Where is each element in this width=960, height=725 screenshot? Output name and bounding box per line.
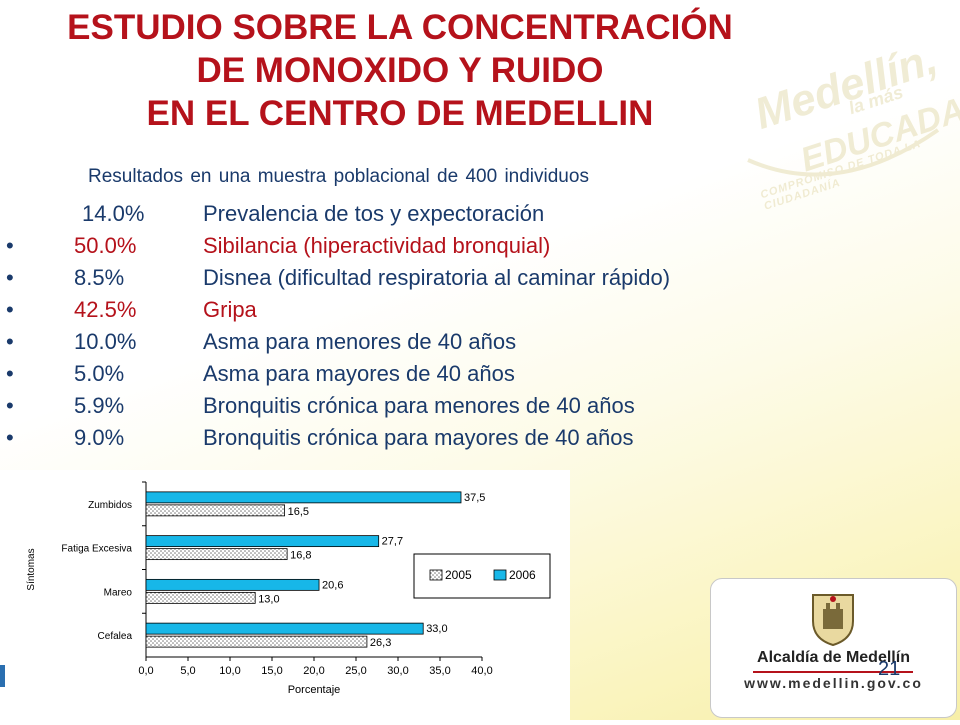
result-item: • 5.0% Asma para mayores de 40 años <box>0 358 900 390</box>
result-percentage: 10.0% <box>74 329 137 354</box>
result-percentage: 5.0% <box>74 361 125 386</box>
x-tick-label: 40,0 <box>471 665 492 677</box>
bullet: • <box>6 297 14 322</box>
legend-label-2006: 2006 <box>509 568 536 582</box>
x-tick-label: 10,0 <box>219 665 240 677</box>
result-item: • 8.5% Disnea (dificultad respiratoria a… <box>0 262 900 294</box>
page-number: 21 <box>878 658 901 680</box>
bar-2006 <box>145 535 380 548</box>
result-description: Prevalencia de tos y expectoración <box>203 201 545 226</box>
bar-value-label-2006: 37,5 <box>464 492 485 504</box>
category-label: Cefalea <box>98 631 133 642</box>
bullet: • <box>6 265 14 290</box>
legend-label-2005: 2005 <box>445 568 472 582</box>
x-tick-label: 35,0 <box>429 665 450 677</box>
bar-value-label-2005: 13,0 <box>258 593 279 605</box>
result-description: Asma para menores de 40 años <box>203 329 517 354</box>
bullet: • <box>6 329 14 354</box>
x-tick-label: 15,0 <box>261 665 282 677</box>
bar-2005 <box>145 635 368 648</box>
result-item: • 42.5% Gripa <box>0 294 900 326</box>
bar-2005 <box>145 591 256 604</box>
category-label: Fatiga Excesiva <box>61 544 132 555</box>
x-tick-label: 5,0 <box>180 665 195 677</box>
x-tick-label: 30,0 <box>387 665 408 677</box>
result-description: Bronquitis crónica para menores de 40 añ… <box>203 393 635 418</box>
bar-value-label-2006: 20,6 <box>322 579 343 591</box>
result-item: • 9.0% Bronquitis crónica para mayores d… <box>0 422 900 454</box>
title-line3: EN EL CENTRO DE MEDELLIN <box>146 94 654 133</box>
x-axis-title: Porcentaje <box>288 684 341 696</box>
left-accent-bar <box>0 665 5 687</box>
result-percentage: 42.5% <box>74 297 137 322</box>
bullet: • <box>6 233 14 258</box>
bar-value-label-2005: 26,3 <box>370 637 391 649</box>
bullet: • <box>6 361 14 386</box>
x-tick-label: 25,0 <box>345 665 366 677</box>
result-item: • 50.0% Sibilancia (hiperactividad bronq… <box>0 230 900 262</box>
bar-2005 <box>145 504 286 517</box>
bar-2005 <box>145 548 288 561</box>
watermark-line2: la más <box>846 81 906 119</box>
bar-value-label-2005: 16,5 <box>288 506 309 518</box>
logo-divider <box>753 671 913 673</box>
x-tick-label: 0,0 <box>138 665 153 677</box>
result-description: Gripa <box>203 297 257 322</box>
slide-title: ESTUDIO SOBRE LA CONCENTRACIÓN DE MONOXI… <box>0 6 800 135</box>
y-axis-title: Síntomas <box>26 548 37 590</box>
result-percentage: 5.9% <box>74 393 125 418</box>
bar-2006 <box>145 622 424 635</box>
coat-of-arms-icon <box>812 594 854 647</box>
title-line1: ESTUDIO SOBRE LA CONCENTRACIÓN <box>67 8 733 47</box>
title-line2: DE MONOXIDO Y RUIDO <box>196 51 604 90</box>
bar-value-label-2006: 33,0 <box>426 623 447 635</box>
symptoms-bar-chart: 0,0 5,0 10,0 15,0 20,0 25,0 30,0 35,0 40,0 Zumbid… <box>26 481 551 696</box>
result-percentage: 14.0% <box>82 201 145 226</box>
result-item: 14.0% Prevalencia de tos y expectoración <box>0 198 900 230</box>
bar-2006 <box>145 491 462 504</box>
logo-name: Alcaldía de Medellín <box>757 649 910 666</box>
result-percentage: 50.0% <box>74 233 137 258</box>
bullet: • <box>6 425 14 450</box>
legend-swatch-2006 <box>493 569 507 581</box>
symptoms-chart-panel: 0,0 5,0 10,0 15,0 20,0 25,0 30,0 35,0 40,0 Zumbid… <box>0 470 570 720</box>
category-label: Zumbidos <box>88 500 132 511</box>
bar-2006 <box>145 578 320 591</box>
result-item: • 5.9% Bronquitis crónica para menores d… <box>0 390 900 422</box>
result-description: Bronquitis crónica para mayores de 40 añ… <box>203 425 634 450</box>
legend-swatch-2005 <box>429 569 443 581</box>
bar-value-label-2005: 16,8 <box>290 550 311 562</box>
x-tick-label: 20,0 <box>303 665 324 677</box>
category-label: Mareo <box>104 587 133 598</box>
bullet: • <box>6 393 14 418</box>
result-description: Sibilancia (hiperactividad bronquial) <box>203 233 551 258</box>
slide-subtitle: Resultados en una muestra poblacional de… <box>88 166 589 187</box>
logo-url: www.medellin.gov.co <box>744 675 923 691</box>
bar-value-label-2006: 27,7 <box>382 536 403 548</box>
results-list: 14.0% Prevalencia de tos y expectoración… <box>0 198 900 454</box>
alcaldia-logo: Alcaldía de Medellín www.medellin.gov.co <box>710 578 957 718</box>
result-percentage: 8.5% <box>74 265 125 290</box>
result-description: Asma para mayores de 40 años <box>203 361 515 386</box>
result-description: Disnea (dificultad respiratoria al camin… <box>203 265 671 290</box>
result-item: • 10.0% Asma para menores de 40 años <box>0 326 900 358</box>
watermark-line3: EDUCADA <box>796 90 960 180</box>
result-percentage: 9.0% <box>74 425 125 450</box>
